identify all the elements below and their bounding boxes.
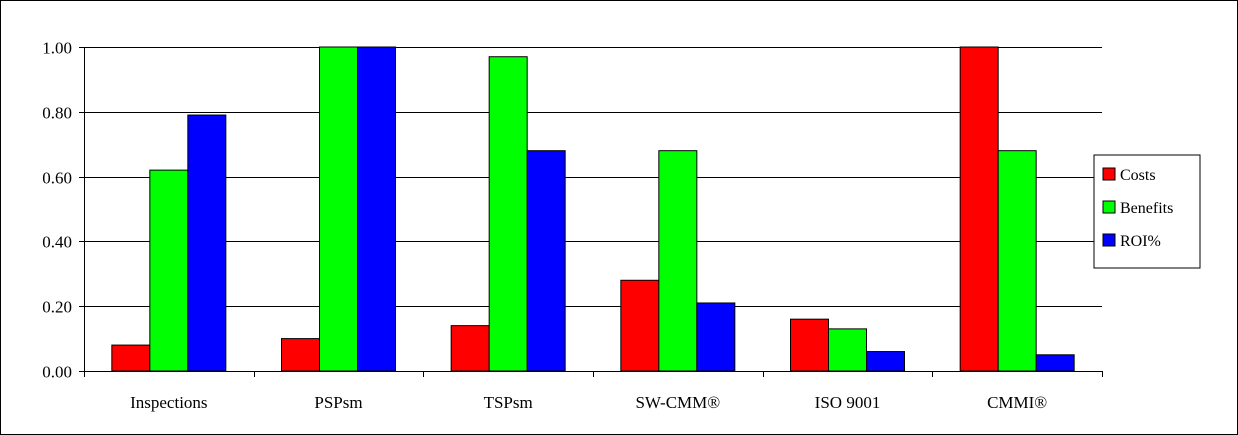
bar-roi-6 [1035,354,1075,372]
bar-costs-2 [281,338,320,372]
bar-benefits-6 [997,150,1037,372]
y-tick-label: 0.00 [42,363,72,382]
bar-costs-3 [450,325,490,372]
x-tick-labels: Inspections PSPsm TSPsm SW-CMM® ISO 9001 CMMI… [130,393,1047,412]
y-tick-label: 0.60 [42,169,72,188]
legend-swatch-roi [1102,233,1116,247]
bar-benefits-4 [658,150,698,372]
bar-costs-6 [959,46,999,372]
bar-costs-5 [790,318,829,372]
legend-swatch-benefits [1102,200,1116,214]
x-tick-label: Inspections [130,393,207,412]
bar-benefits-1 [149,169,189,372]
x-tick-label: PSPsm [314,393,362,412]
legend: Costs Benefits ROI% [1093,154,1201,269]
x-tick-label: SW-CMM® [635,393,720,412]
legend-label: Benefits [1120,200,1173,217]
bar-benefits-3 [488,56,528,372]
bar-benefits-5 [828,328,867,372]
axes [79,47,1103,377]
x-tick-label: ISO 9001 [815,393,881,412]
legend-label: ROI% [1120,233,1161,250]
y-tick-label: 0.80 [42,104,72,123]
bar-costs-1 [111,344,151,372]
bar-costs-4 [620,279,660,372]
legend-swatch-costs [1102,167,1116,181]
gridlines [84,47,1102,307]
x-tick-label: TSPsm [484,393,533,412]
y-tick-label: 0.40 [42,233,72,252]
bar-roi-5 [866,351,905,372]
x-tick-label: CMMI® [987,393,1047,412]
bar-roi-2 [357,46,396,372]
bar-roi-4 [696,302,736,372]
legend-label: Costs [1120,167,1156,184]
y-tick-label: 0.20 [42,298,72,317]
y-tick-labels: 0.00 0.20 0.40 0.60 0.80 1.00 [42,39,72,382]
bar-roi-3 [526,150,566,372]
bar-benefits-2 [319,46,358,372]
y-tick-label: 1.00 [42,39,72,58]
bars [111,46,1075,372]
bar-roi-1 [187,114,227,372]
